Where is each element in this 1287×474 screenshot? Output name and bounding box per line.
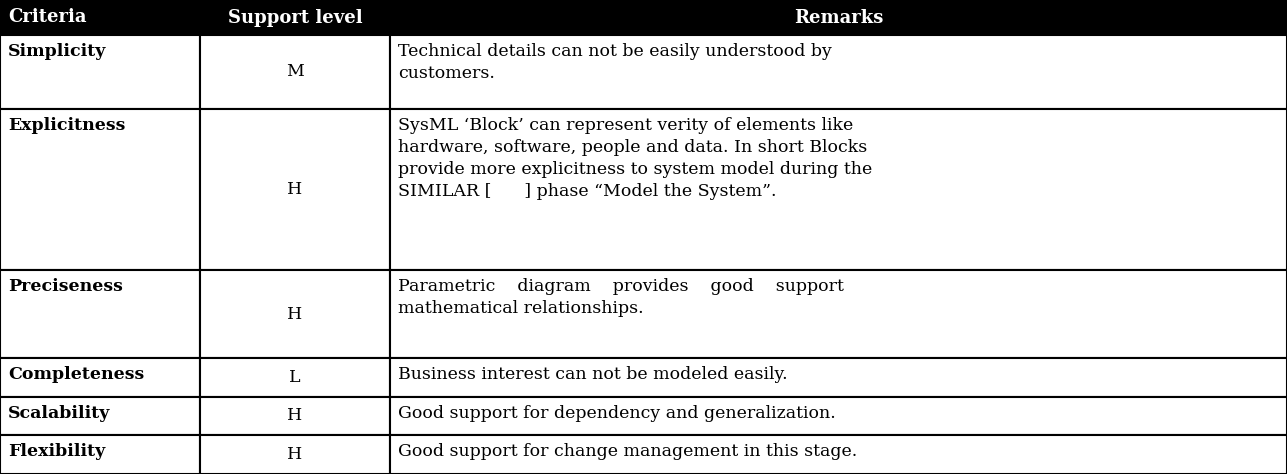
Bar bbox=[390, 435, 1287, 474]
Bar bbox=[390, 270, 1287, 358]
Bar bbox=[0, 0, 199, 35]
Bar bbox=[390, 109, 1287, 270]
Bar bbox=[0, 270, 199, 358]
Bar bbox=[199, 435, 390, 474]
Text: Preciseness: Preciseness bbox=[8, 278, 122, 295]
Text: Technical details can not be easily understood by
customers.: Technical details can not be easily unde… bbox=[398, 43, 831, 82]
Text: Good support for dependency and generalization.: Good support for dependency and generali… bbox=[398, 404, 835, 421]
Bar bbox=[390, 397, 1287, 435]
Text: SysML ‘Block’ can represent verity of elements like
hardware, software, people a: SysML ‘Block’ can represent verity of el… bbox=[398, 117, 873, 201]
Text: Completeness: Completeness bbox=[8, 366, 144, 383]
Text: Good support for change management in this stage.: Good support for change management in th… bbox=[398, 443, 857, 460]
Bar bbox=[0, 358, 199, 397]
Text: H: H bbox=[287, 407, 302, 424]
Text: Business interest can not be modeled easily.: Business interest can not be modeled eas… bbox=[398, 366, 788, 383]
Bar bbox=[199, 0, 390, 35]
Bar bbox=[199, 109, 390, 270]
Text: Simplicity: Simplicity bbox=[8, 43, 107, 60]
Bar bbox=[0, 435, 199, 474]
Bar bbox=[390, 0, 1287, 35]
Bar bbox=[390, 358, 1287, 397]
Bar bbox=[199, 35, 390, 109]
Bar bbox=[0, 109, 199, 270]
Text: Flexibility: Flexibility bbox=[8, 443, 106, 460]
Text: H: H bbox=[287, 446, 302, 463]
Text: Criteria: Criteria bbox=[8, 8, 86, 26]
Bar bbox=[390, 35, 1287, 109]
Text: M: M bbox=[286, 64, 304, 81]
Text: Explicitness: Explicitness bbox=[8, 117, 125, 134]
Text: Remarks: Remarks bbox=[794, 9, 883, 27]
Bar bbox=[199, 270, 390, 358]
Text: H: H bbox=[287, 181, 302, 198]
Text: H: H bbox=[287, 306, 302, 322]
Bar bbox=[199, 358, 390, 397]
Text: Support level: Support level bbox=[228, 9, 363, 27]
Bar bbox=[0, 397, 199, 435]
Bar bbox=[0, 35, 199, 109]
Bar bbox=[199, 397, 390, 435]
Text: Parametric    diagram    provides    good    support
mathematical relationships.: Parametric diagram provides good support… bbox=[398, 278, 844, 318]
Text: L: L bbox=[290, 369, 301, 386]
Text: Scalability: Scalability bbox=[8, 404, 111, 421]
